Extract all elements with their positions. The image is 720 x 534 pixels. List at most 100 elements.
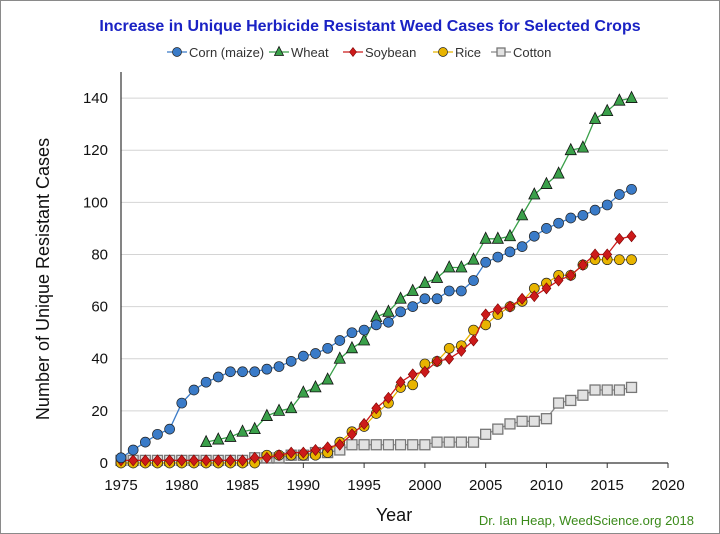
data-point — [565, 394, 577, 407]
data-point — [517, 292, 528, 305]
data-point — [261, 451, 272, 464]
data-point — [212, 432, 225, 445]
data-point — [419, 439, 431, 451]
data-point — [626, 254, 637, 266]
data-point — [528, 230, 540, 242]
data-point — [480, 428, 492, 440]
data-point — [467, 436, 480, 448]
data-point — [589, 204, 601, 216]
data-point — [601, 199, 613, 211]
data-point — [334, 438, 345, 451]
data-point — [443, 342, 455, 354]
data-point — [602, 248, 613, 261]
data-point — [358, 324, 370, 336]
data-point — [504, 246, 516, 258]
data-point — [443, 285, 455, 297]
data-point — [529, 290, 540, 303]
x-tick-label: 2010 — [530, 477, 563, 494]
series-line — [121, 235, 632, 462]
data-point — [492, 251, 504, 263]
data-point — [577, 210, 589, 221]
legend-label: Rice — [455, 45, 481, 60]
data-point — [468, 334, 479, 347]
data-point — [188, 384, 200, 396]
data-point — [553, 217, 564, 229]
data-point — [260, 408, 274, 421]
legend-label: Soybean — [365, 45, 416, 60]
data-point — [286, 446, 297, 459]
x-tick-label: 2000 — [408, 477, 441, 494]
y-tick-label: 20 — [91, 403, 108, 420]
legend: Corn (maize) Wheat Soybean Rice Cotton — [167, 45, 551, 60]
y-tick-label: 40 — [91, 351, 108, 368]
x-tick-label: 2020 — [651, 477, 684, 494]
y-tick-label: 100 — [83, 194, 108, 211]
data-point — [503, 228, 517, 242]
y-tick-label: 0 — [100, 455, 108, 472]
data-point — [310, 443, 321, 456]
x-tick-label: 2005 — [469, 477, 502, 494]
data-point — [225, 454, 236, 467]
data-point — [467, 252, 480, 265]
data-point — [274, 449, 284, 462]
data-point — [237, 366, 248, 378]
data-point — [346, 327, 358, 339]
series-soybean — [116, 230, 637, 467]
data-point — [285, 400, 298, 414]
data-point — [285, 355, 297, 367]
data-point — [431, 436, 443, 448]
data-point — [200, 376, 212, 388]
data-point — [601, 384, 613, 396]
data-point — [334, 335, 346, 346]
data-point — [322, 342, 333, 354]
data-point — [152, 428, 163, 440]
data-point — [371, 402, 382, 415]
data-point — [249, 451, 260, 464]
data-point — [430, 270, 444, 283]
data-point — [528, 415, 540, 427]
data-point — [139, 436, 151, 448]
data-point — [420, 365, 430, 378]
data-point — [492, 423, 504, 435]
legend-marker — [438, 47, 448, 57]
data-point — [468, 275, 479, 286]
legend-item: Corn (maize) — [167, 45, 264, 60]
data-point — [540, 413, 553, 425]
data-point — [199, 434, 213, 448]
data-point — [504, 418, 516, 430]
axes: 0 20 40 60 80 100 120 140 1975 1980 1985 1990 1995 20… — [83, 72, 685, 494]
data-point — [333, 351, 346, 364]
data-point — [272, 403, 286, 416]
data-point — [601, 103, 614, 116]
data-point — [225, 366, 236, 378]
data-point — [297, 350, 309, 362]
data-point — [540, 176, 553, 189]
data-point — [455, 260, 468, 273]
data-point — [383, 316, 394, 328]
data-point — [406, 283, 419, 296]
data-point — [444, 352, 455, 365]
data-point — [455, 436, 468, 448]
data-point — [297, 385, 310, 398]
data-point — [516, 241, 528, 252]
data-point — [249, 366, 261, 378]
series-layer — [115, 90, 638, 469]
x-tick-label: 1990 — [287, 477, 320, 494]
data-point — [626, 230, 637, 243]
data-point — [382, 439, 395, 451]
data-point — [357, 333, 371, 346]
data-point — [394, 291, 407, 304]
data-point — [248, 421, 261, 435]
legend-label: Corn (maize) — [189, 45, 264, 60]
series-rice — [115, 254, 637, 469]
data-point — [273, 361, 285, 372]
legend-marker — [349, 47, 357, 57]
data-point — [201, 454, 211, 467]
data-point — [189, 454, 199, 467]
data-point — [347, 428, 357, 441]
data-point — [552, 166, 565, 179]
legend-marker — [496, 47, 506, 57]
data-point — [590, 248, 600, 261]
data-point — [176, 454, 187, 467]
